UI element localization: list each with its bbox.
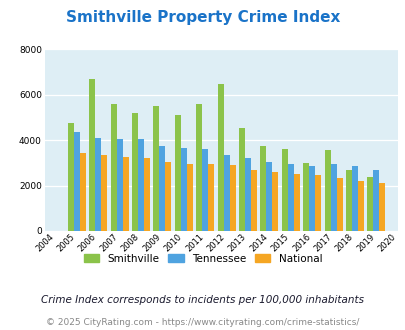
Bar <box>245 158 250 231</box>
Bar <box>367 177 373 231</box>
Text: © 2025 CityRating.com - https://www.cityrating.com/crime-statistics/: © 2025 CityRating.com - https://www.city… <box>46 318 359 327</box>
Bar <box>165 162 171 231</box>
Bar <box>159 146 165 231</box>
Bar <box>229 165 235 231</box>
Text: Crime Index corresponds to incidents per 100,000 inhabitants: Crime Index corresponds to incidents per… <box>41 295 364 305</box>
Bar <box>186 164 192 231</box>
Bar <box>239 128 245 231</box>
Bar <box>180 148 186 231</box>
Bar <box>373 170 379 231</box>
Bar <box>122 157 128 231</box>
Bar <box>260 146 266 231</box>
Bar <box>314 176 320 231</box>
Bar <box>101 155 107 231</box>
Text: Smithville Property Crime Index: Smithville Property Crime Index <box>66 10 339 25</box>
Bar <box>303 163 309 231</box>
Bar <box>95 138 101 231</box>
Bar <box>250 170 256 231</box>
Bar <box>309 166 314 231</box>
Bar <box>110 104 116 231</box>
Bar <box>144 158 149 231</box>
Bar <box>345 170 351 231</box>
Bar <box>223 155 229 231</box>
Bar <box>336 178 342 231</box>
Bar <box>266 162 272 231</box>
Bar <box>281 149 287 231</box>
Bar <box>357 181 363 231</box>
Bar <box>116 139 122 231</box>
Bar <box>330 164 336 231</box>
Bar <box>138 139 144 231</box>
Bar <box>287 164 293 231</box>
Bar <box>153 106 159 231</box>
Bar <box>79 153 85 231</box>
Bar <box>132 113 138 231</box>
Bar <box>272 172 278 231</box>
Bar <box>379 183 384 231</box>
Bar <box>202 149 208 231</box>
Legend: Smithville, Tennessee, National: Smithville, Tennessee, National <box>81 251 324 267</box>
Bar <box>175 115 180 231</box>
Bar <box>324 150 330 231</box>
Bar <box>217 83 223 231</box>
Bar <box>293 174 299 231</box>
Bar <box>68 123 74 231</box>
Bar <box>89 79 95 231</box>
Bar <box>351 166 357 231</box>
Bar <box>74 132 79 231</box>
Bar <box>208 164 214 231</box>
Bar <box>196 104 202 231</box>
